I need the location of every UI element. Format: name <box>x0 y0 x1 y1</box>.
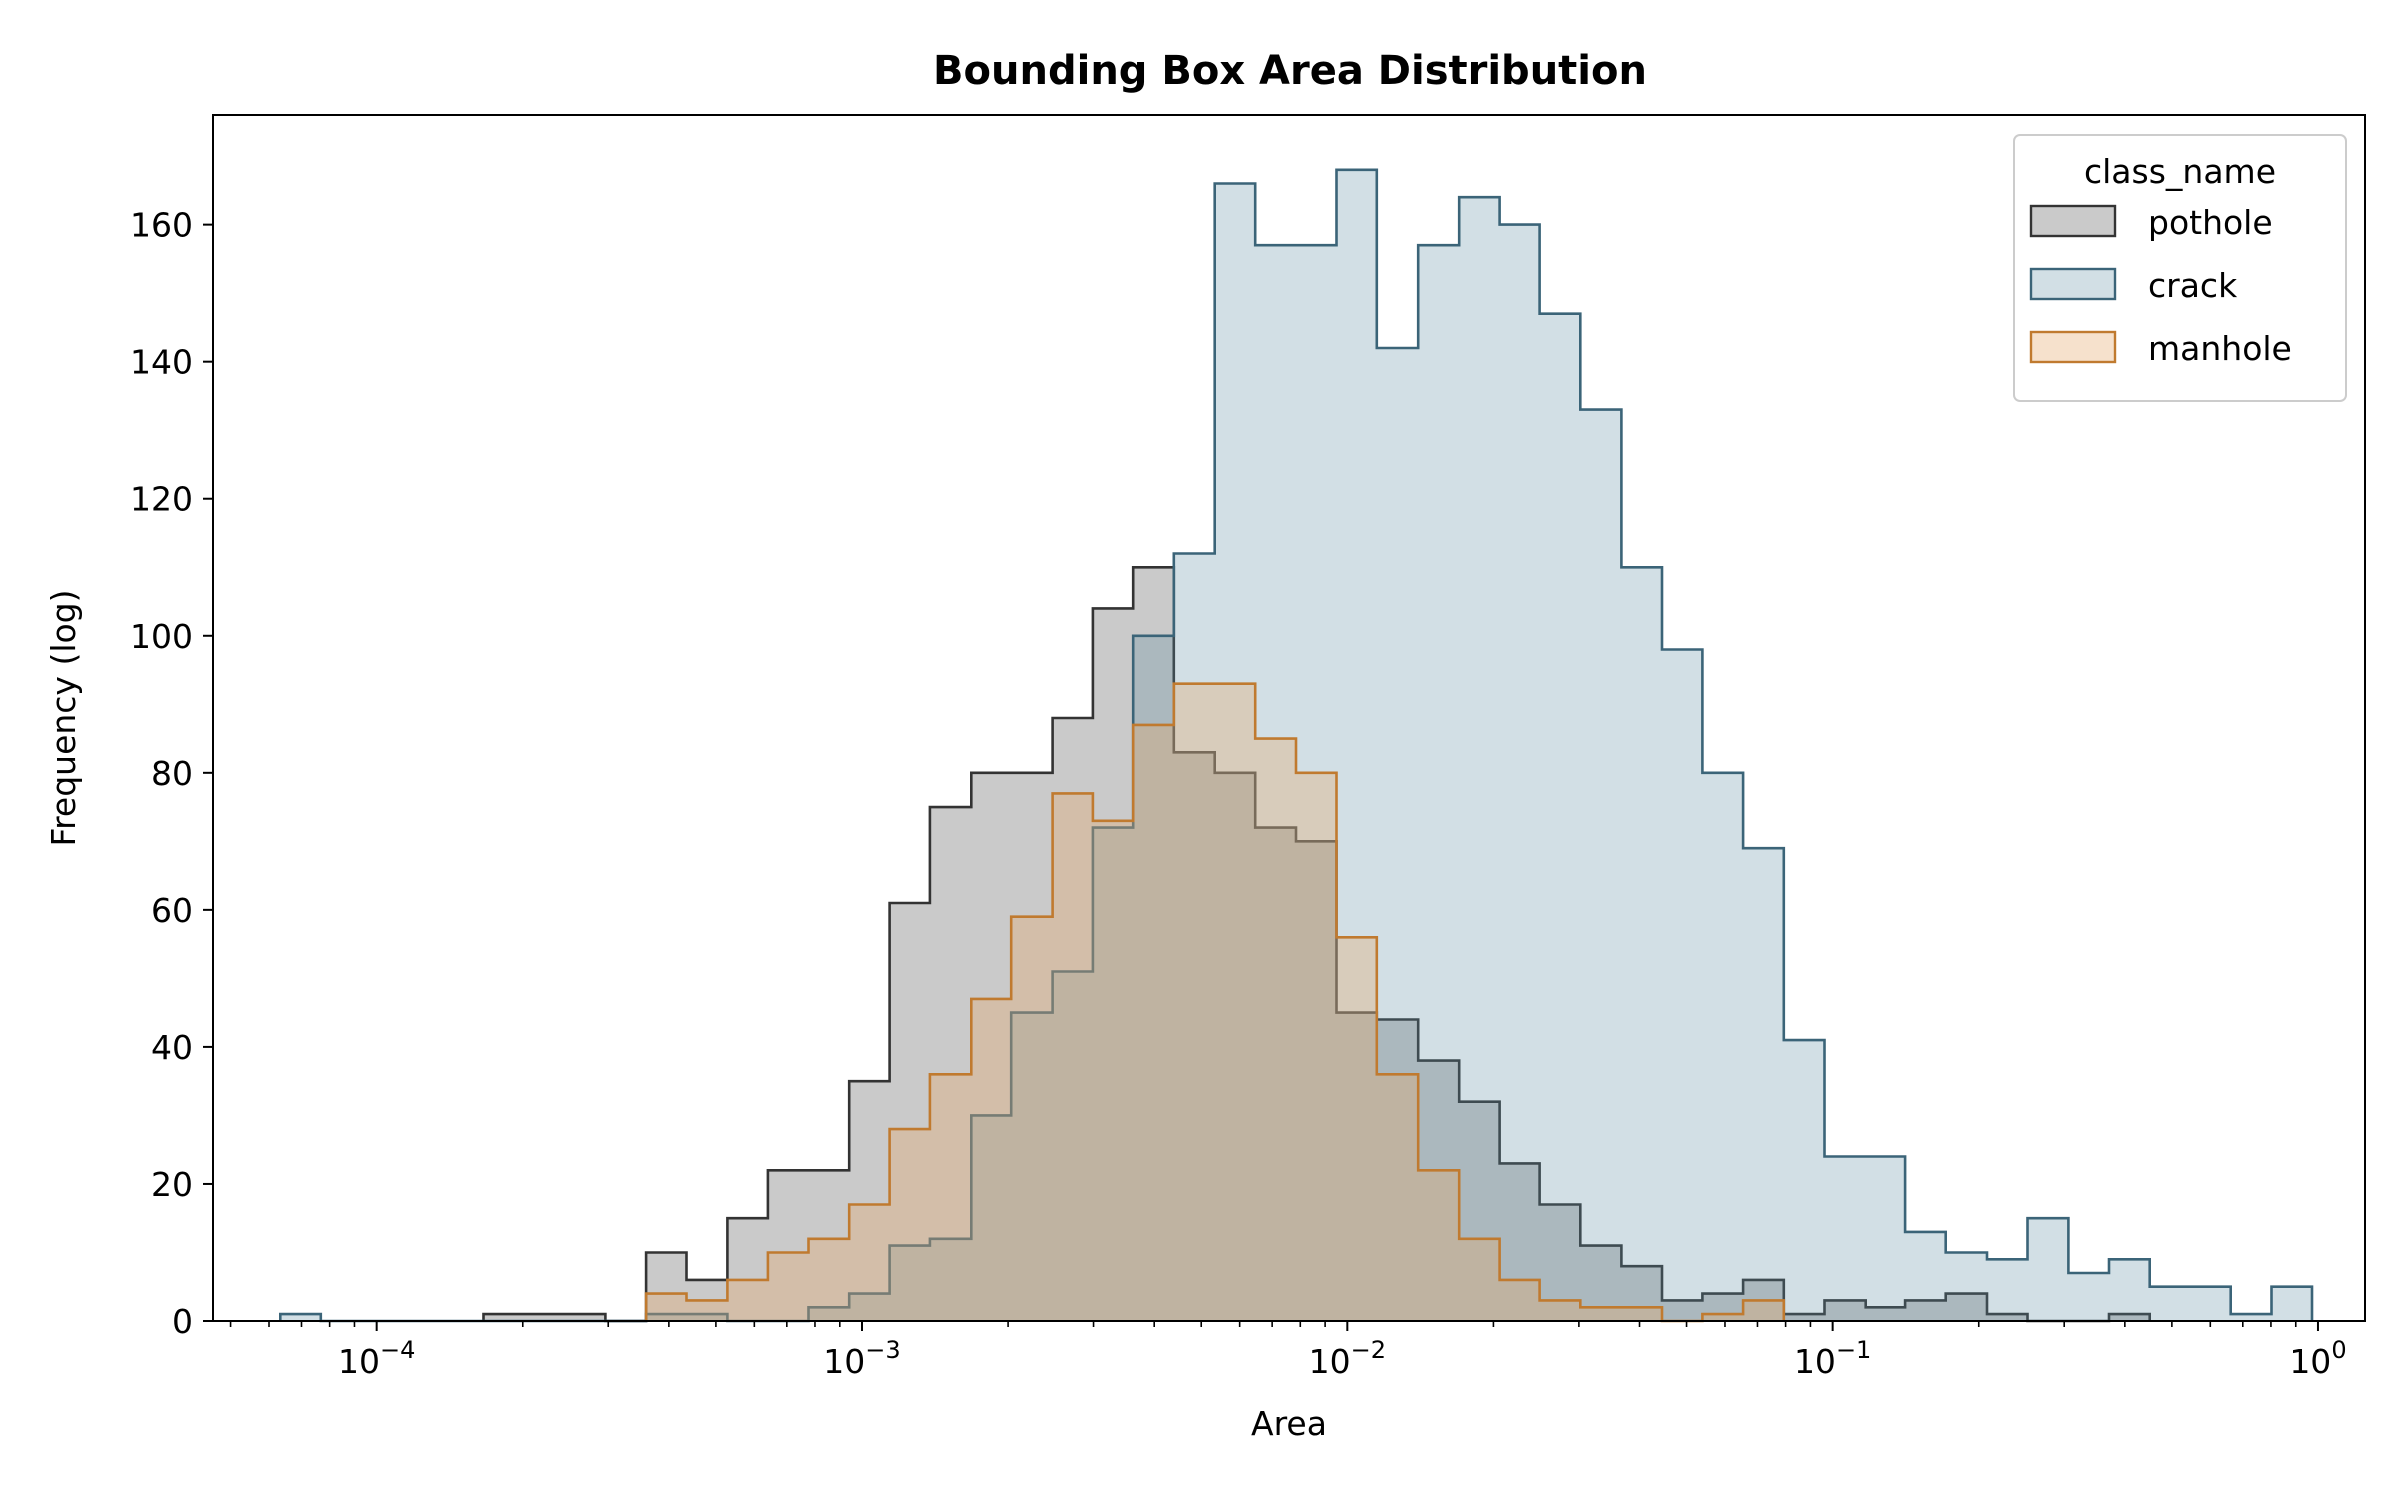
series-pothole <box>482 566 2151 1323</box>
manhole-fill <box>646 683 1784 1321</box>
y-axis: 0 20 40 60 80 100 120 140 160 <box>130 206 213 1341</box>
crack-outline <box>279 168 2314 1323</box>
legend-item-manhole: manhole <box>2029 329 2292 368</box>
x-tick-label: 100 <box>2289 1336 2346 1381</box>
series-manhole <box>644 682 1786 1323</box>
y-tick-label: 140 <box>130 343 193 382</box>
x-tick-label: 10−4 <box>338 1336 415 1381</box>
x-tick-label: 10−1 <box>1794 1336 1871 1381</box>
legend: class_name pothole crack manhole <box>2013 134 2347 402</box>
manhole-outline <box>644 682 1786 1323</box>
x-tick-label: 10−3 <box>823 1336 900 1381</box>
y-tick-label: 160 <box>130 206 193 245</box>
y-tick-label: 60 <box>151 891 193 930</box>
y-tick-label: 0 <box>172 1302 193 1341</box>
y-tick-label: 40 <box>151 1028 193 1067</box>
legend-label: manhole <box>2148 329 2292 368</box>
legend-label: crack <box>2148 266 2238 305</box>
x-axis: 10−4 10−3 10−2 10−1 100 <box>229 1321 2347 1381</box>
x-axis-label: Area <box>1251 1404 1327 1443</box>
y-tick-label: 120 <box>130 480 193 519</box>
legend-item-pothole: pothole <box>2029 203 2273 242</box>
legend-label: pothole <box>2148 203 2273 242</box>
legend-swatch <box>2029 204 2117 238</box>
plot-frame <box>212 114 2366 1322</box>
legend-swatch <box>2029 267 2117 301</box>
pothole-outline <box>482 566 2151 1323</box>
legend-item-crack: crack <box>2029 266 2238 305</box>
pothole-fill <box>483 567 2150 1321</box>
legend-title: class_name <box>2084 152 2276 191</box>
legend-frame <box>2013 134 2347 402</box>
y-tick-label: 100 <box>130 617 193 656</box>
y-tick-label: 80 <box>151 754 193 793</box>
y-tick-label: 20 <box>151 1165 193 1204</box>
legend-swatch <box>2029 330 2117 364</box>
chart-title: Bounding Box Area Distribution <box>933 48 1647 94</box>
x-tick-label: 10−2 <box>1309 1336 1386 1381</box>
y-axis-label: Frequency (log) <box>44 589 83 846</box>
histogram-series <box>279 168 2314 1323</box>
